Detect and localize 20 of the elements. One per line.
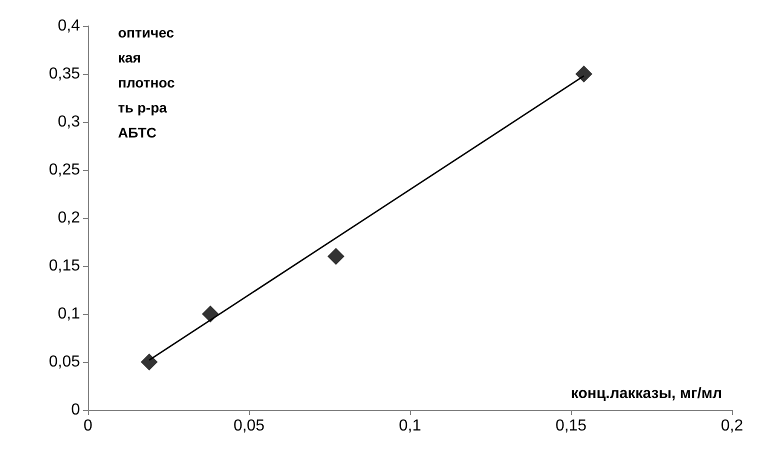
x-tick-label: 0 <box>84 418 93 434</box>
y-tick-label: 0,1 <box>58 306 80 322</box>
point <box>575 66 592 82</box>
point <box>140 354 158 370</box>
y-tick-label: 0,2 <box>58 210 80 226</box>
y-tick-label: 0,15 <box>48 258 80 274</box>
x-axis-title: конц.лакказы, мг/мл <box>570 385 722 402</box>
point <box>327 248 344 265</box>
y-axis-title: оптическая плотность р-ра АБТС <box>118 24 176 140</box>
x-tick-label: 0,2 <box>720 418 744 434</box>
point <box>202 306 219 322</box>
y-tick-label: 0 <box>71 402 80 418</box>
x-tick-label: 0,15 <box>555 418 587 434</box>
x-tick-label: 0,1 <box>398 418 422 434</box>
y-tick-label: 0,35 <box>48 66 80 82</box>
x-tick-label: 0,05 <box>233 418 265 434</box>
y-tick-label: 0,25 <box>48 162 80 178</box>
y-tick-label: 0,05 <box>48 354 80 370</box>
y-tick-label: 0,4 <box>58 18 80 34</box>
y-tick-label: 0,3 <box>58 114 80 130</box>
